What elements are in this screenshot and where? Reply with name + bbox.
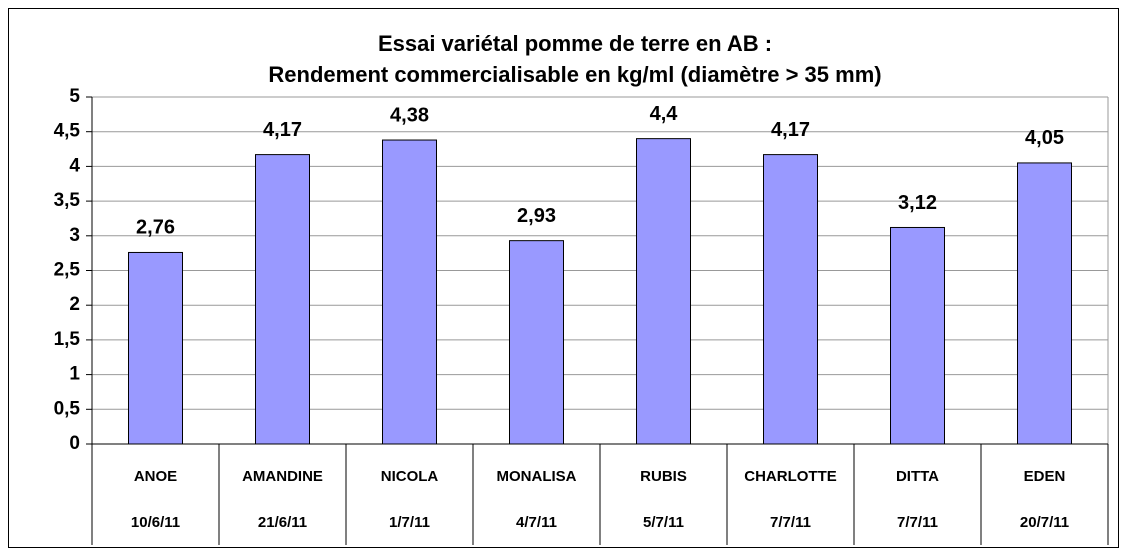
x-tick-date: 4/7/11: [516, 514, 557, 531]
y-tick-label: 4,5: [54, 121, 81, 142]
value-label: 4,38: [390, 104, 429, 126]
y-tick-label: 0: [69, 433, 80, 454]
bar: [890, 226, 945, 445]
y-tick-label: 3,5: [54, 190, 81, 211]
bar: [255, 154, 310, 445]
y-tick-label: 0,5: [54, 398, 81, 419]
value-label: 2,76: [136, 217, 175, 239]
chart-title: Essai variétal pomme de terre en AB :: [378, 31, 772, 56]
bar: [1017, 162, 1072, 445]
x-tick-label: ANOE: [134, 468, 177, 485]
y-tick-label: 3: [69, 225, 80, 246]
bar: [382, 139, 437, 445]
bar: [128, 251, 183, 445]
value-label: 3,12: [898, 192, 937, 214]
value-label: 4,17: [263, 119, 302, 141]
x-tick-label: RUBIS: [640, 468, 687, 485]
y-tick-label: 5: [69, 86, 80, 107]
x-tick-date: 20/7/11: [1020, 514, 1069, 531]
x-tick-date: 5/7/11: [643, 514, 684, 531]
bar: [636, 138, 691, 445]
y-tick-label: 1,5: [54, 329, 81, 350]
x-tick-date: 10/6/11: [131, 514, 180, 531]
bar: [509, 240, 564, 445]
x-tick-date: 7/7/11: [897, 514, 938, 531]
y-tick-label: 2,5: [54, 260, 81, 281]
y-tick-label: 1: [69, 364, 80, 385]
chart-title: Rendement commercialisable en kg/ml (dia…: [268, 62, 881, 87]
x-tick-label: MONALISA: [497, 468, 577, 485]
x-tick-label: AMANDINE: [242, 468, 323, 485]
value-label: 4,05: [1025, 127, 1064, 149]
x-tick-date: 1/7/11: [389, 514, 430, 531]
y-tick-label: 4: [69, 155, 80, 176]
bar: [763, 154, 818, 445]
x-tick-label: NICOLA: [381, 468, 439, 485]
value-label: 4,4: [650, 103, 679, 125]
x-tick-label: DITTA: [896, 468, 939, 485]
x-tick-label: EDEN: [1024, 468, 1066, 485]
value-label: 2,93: [517, 205, 556, 227]
y-tick-label: 2: [69, 294, 80, 315]
x-tick-date: 21/6/11: [258, 514, 307, 531]
value-label: 4,17: [771, 119, 810, 141]
x-tick-label: CHARLOTTE: [744, 468, 837, 485]
x-tick-date: 7/7/11: [770, 514, 811, 531]
